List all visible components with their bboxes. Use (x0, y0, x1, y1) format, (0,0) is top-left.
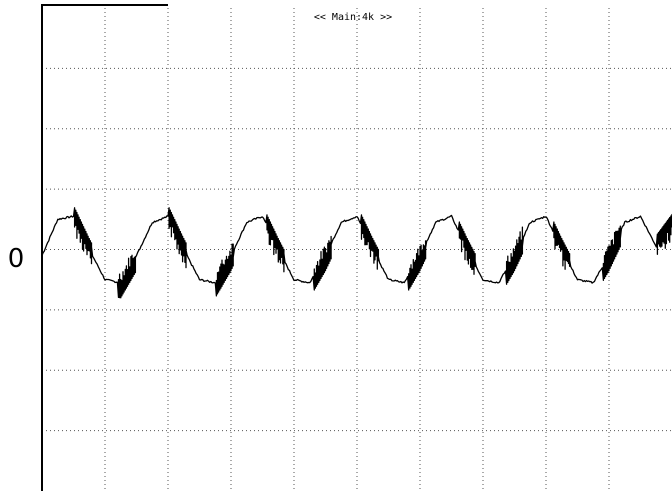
y-zero-label: 0 (8, 244, 25, 274)
waveform-trace (41, 207, 672, 299)
timebase-banner: << Main:4k >> (314, 12, 392, 23)
plot-grid (42, 8, 672, 491)
